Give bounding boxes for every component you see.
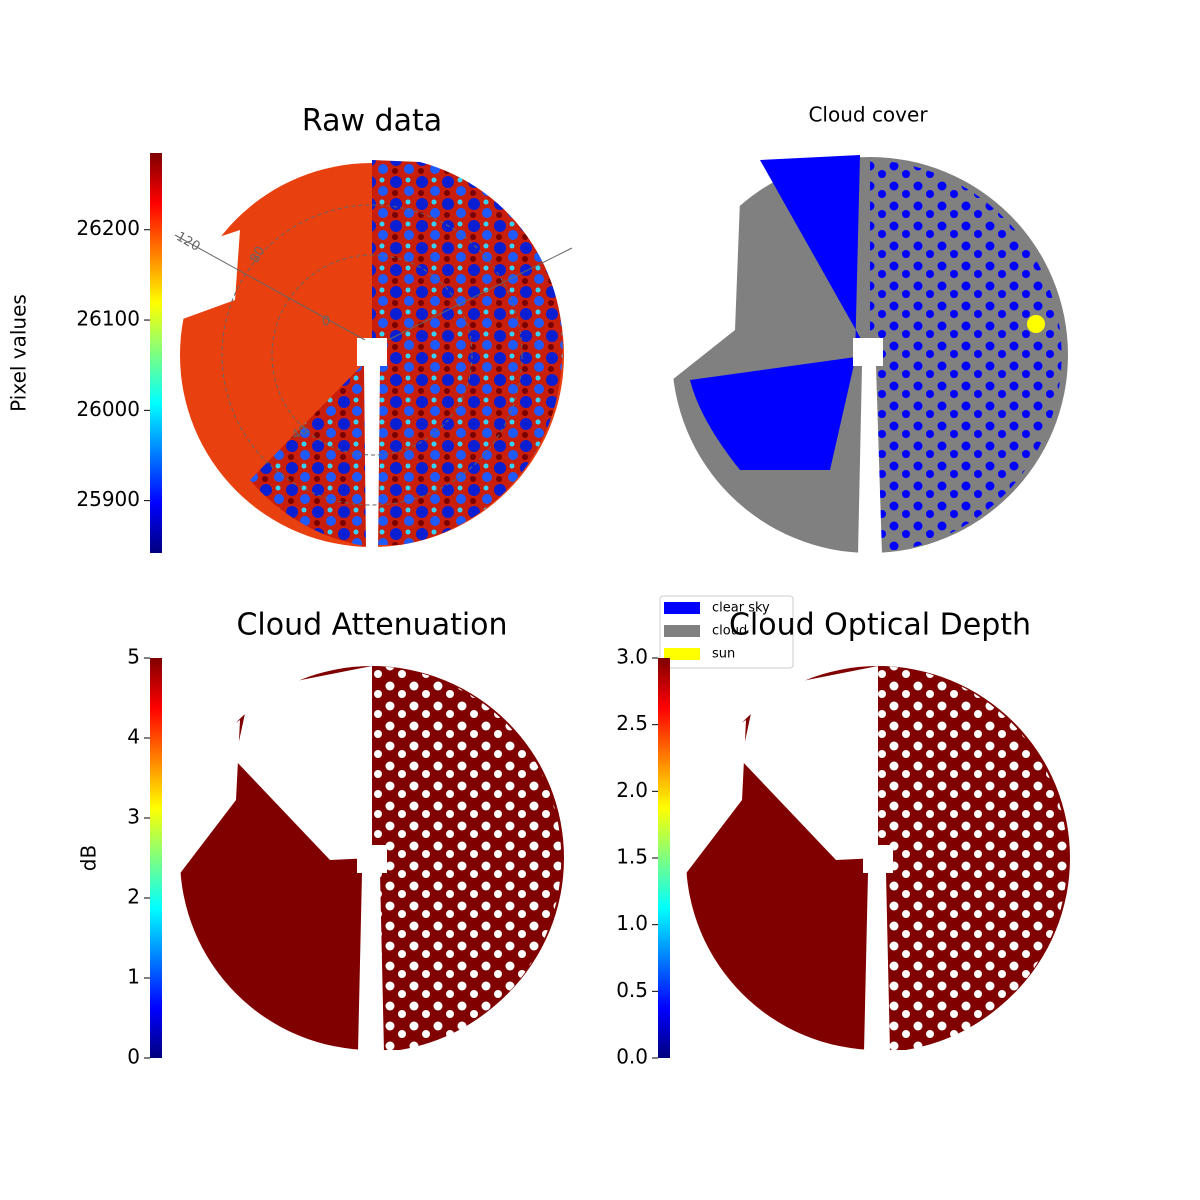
colorbar-tick-label: 26100 — [76, 307, 140, 331]
colorbar-tick-label: 25900 — [76, 487, 140, 511]
raw-image — [174, 160, 573, 550]
colorbar-tick-label: 0.5 — [616, 978, 648, 1002]
colorbar-tick-label: 4 — [127, 725, 140, 749]
colorbar — [150, 153, 162, 553]
panel-title: Cloud cover — [808, 103, 928, 127]
panel-title: Cloud Attenuation — [236, 608, 507, 643]
legend-label: cloud — [712, 624, 747, 639]
colorbar-label: Pixel values — [7, 294, 31, 412]
colorbar — [150, 658, 162, 1058]
colorbar-tick-label: 26200 — [76, 216, 140, 240]
panel-title: Cloud Optical Depth — [729, 608, 1031, 643]
colorbar-tick-label: 1 — [127, 965, 140, 989]
colorbar-label: dB — [77, 845, 101, 871]
polar-label: 80 — [247, 244, 268, 266]
attenuation-image — [175, 666, 564, 1052]
colorbar-tick-label: 2.0 — [616, 778, 648, 802]
colorbar-tick-label: 0.0 — [616, 1045, 648, 1069]
legend-swatch — [664, 648, 700, 660]
colorbar-tick-label: 2 — [127, 885, 140, 909]
colorbar-tick-label: 3.0 — [616, 645, 648, 669]
legend-swatch — [664, 602, 700, 614]
polar-label: 0 — [322, 315, 330, 330]
legend-label: sun — [712, 647, 735, 662]
cloud-cover-image — [672, 155, 1068, 555]
colorbar-tick-label: 3 — [127, 805, 140, 829]
colorbar — [658, 658, 670, 1058]
legend-swatch — [664, 625, 700, 637]
colorbar-tick-label: 1.5 — [616, 845, 648, 869]
polar-label: 40 — [289, 422, 311, 443]
legend-label: clear sky — [712, 601, 770, 616]
colorbar-tick-label: 2.5 — [616, 711, 648, 735]
colorbar-tick-label: 5 — [127, 645, 140, 669]
panel-title: Raw data — [302, 104, 442, 139]
colorbar-tick-label: 0 — [127, 1045, 140, 1069]
optical-depth-image — [681, 666, 1070, 1052]
colorbar-tick-label: 26000 — [76, 397, 140, 421]
colorbar-tick-label: 1.0 — [616, 911, 648, 935]
